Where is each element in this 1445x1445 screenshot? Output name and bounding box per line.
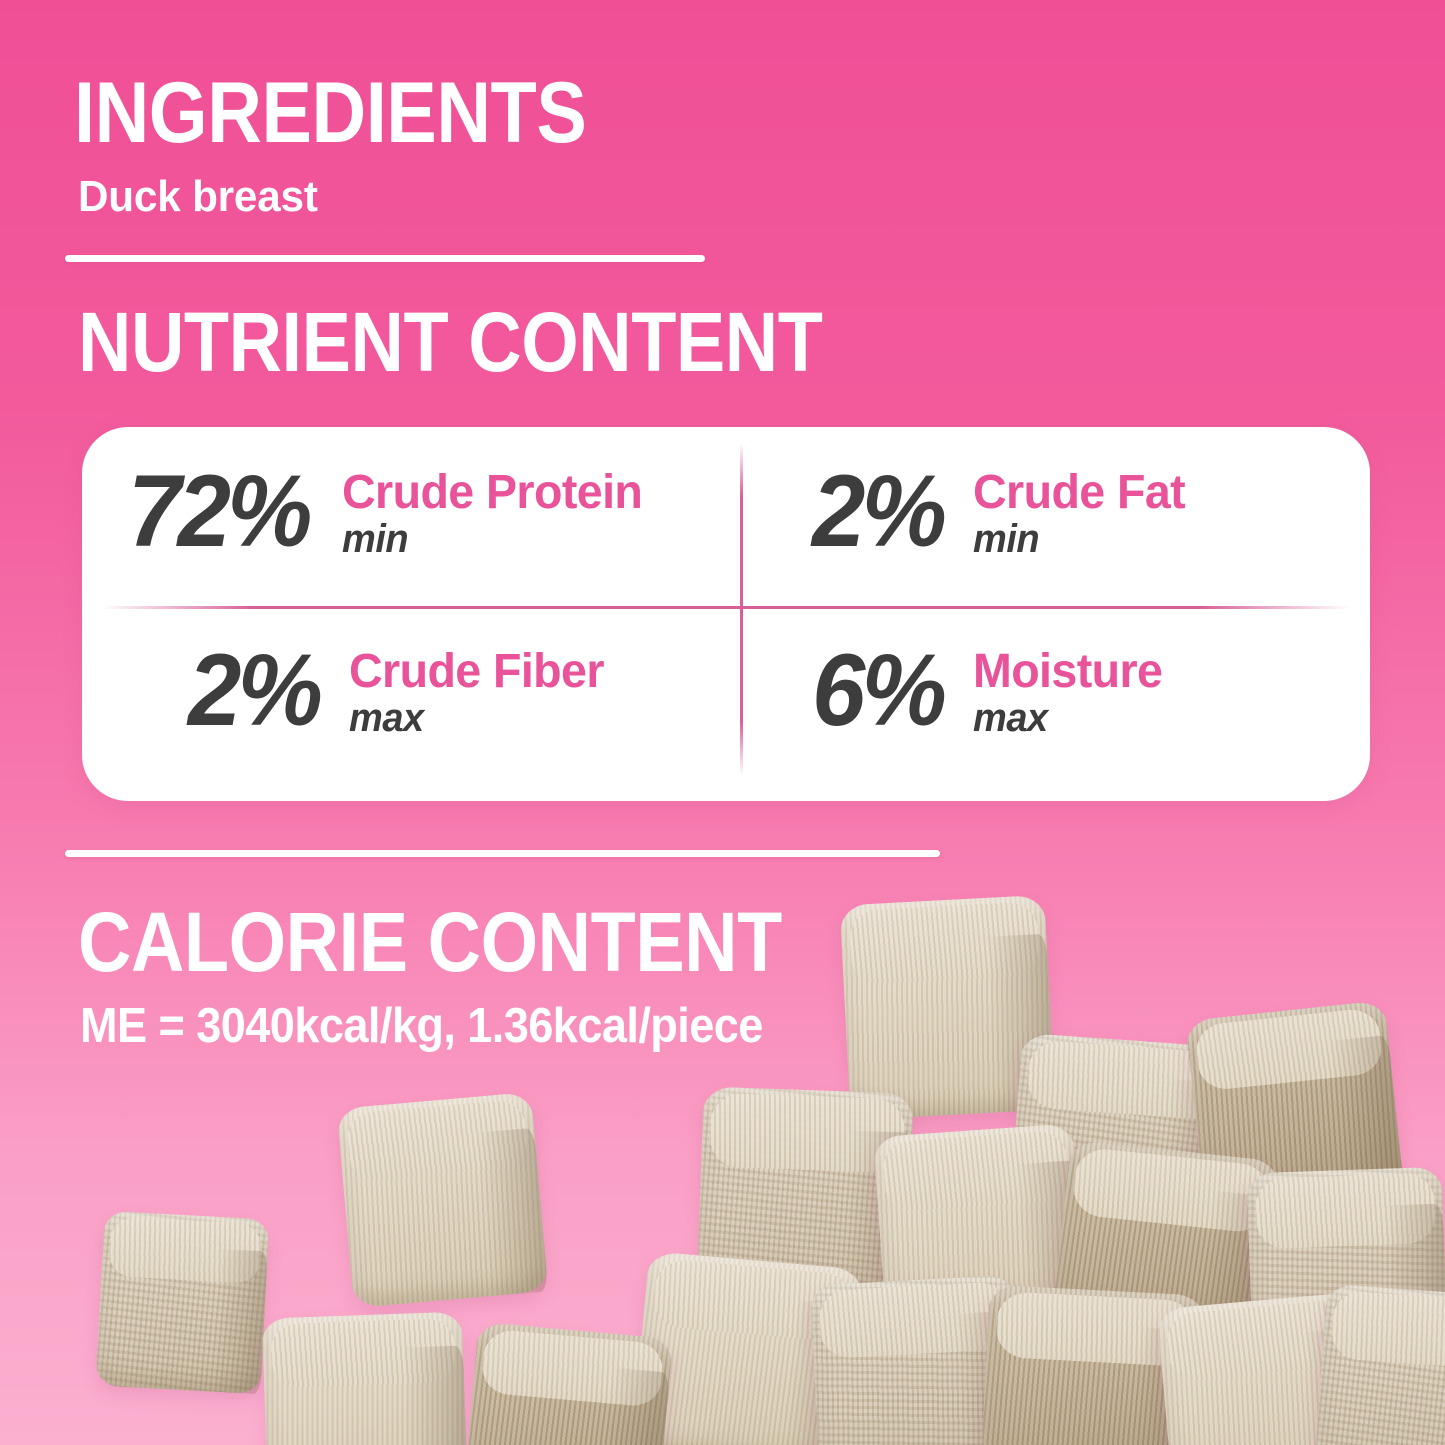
nutrient-name: Crude Protein bbox=[342, 466, 643, 519]
nutrient-name: Crude Fat bbox=[973, 466, 1186, 519]
calorie-content-heading: CALORIE CONTENT bbox=[78, 895, 782, 989]
calorie-content-value: ME = 3040kcal/kg, 1.36kcal/piece bbox=[80, 999, 763, 1053]
card-horizontal-divider bbox=[102, 606, 1350, 609]
nutrient-name: Crude Fiber bbox=[349, 645, 605, 698]
nutrient-percent: 2% bbox=[812, 454, 947, 568]
nutrient-qualifier: max bbox=[973, 695, 1049, 740]
nutrient-content-card: 72% Crude Protein min 2% Crude Fat min 2… bbox=[82, 427, 1370, 801]
ingredients-heading: INGREDIENTS bbox=[74, 65, 587, 161]
nutrient-row-crude-fat: 2% Crude Fat min bbox=[812, 454, 1192, 568]
nutrient-qualifier: max bbox=[349, 695, 425, 740]
nutrient-row-crude-fiber: 2% Crude Fiber max bbox=[188, 633, 612, 747]
ingredients-value: Duck breast bbox=[78, 172, 318, 221]
product-photo-freeze-dried-cubes bbox=[0, 860, 1445, 1445]
nutrient-label-group: Moisture max bbox=[973, 642, 1168, 739]
section-divider-2 bbox=[65, 850, 940, 857]
nutrient-label-group: Crude Fiber max bbox=[349, 642, 612, 739]
nutrient-name: Moisture bbox=[973, 645, 1163, 698]
card-vertical-divider bbox=[740, 443, 743, 775]
nutrient-row-crude-protein: 72% Crude Protein min bbox=[128, 454, 652, 568]
nutrient-percent: 2% bbox=[188, 633, 323, 747]
nutrient-qualifier: min bbox=[342, 516, 409, 561]
nutrient-row-moisture: 6% Moisture max bbox=[812, 633, 1169, 747]
nutrient-content-heading: NUTRIENT CONTENT bbox=[78, 295, 823, 389]
section-divider-1 bbox=[65, 255, 705, 262]
nutrient-qualifier: min bbox=[973, 516, 1040, 561]
nutrient-label-group: Crude Protein min bbox=[342, 463, 652, 560]
nutrient-percent: 72% bbox=[128, 454, 312, 568]
nutrient-label-group: Crude Fat min bbox=[973, 463, 1192, 560]
nutrient-percent: 6% bbox=[812, 633, 947, 747]
